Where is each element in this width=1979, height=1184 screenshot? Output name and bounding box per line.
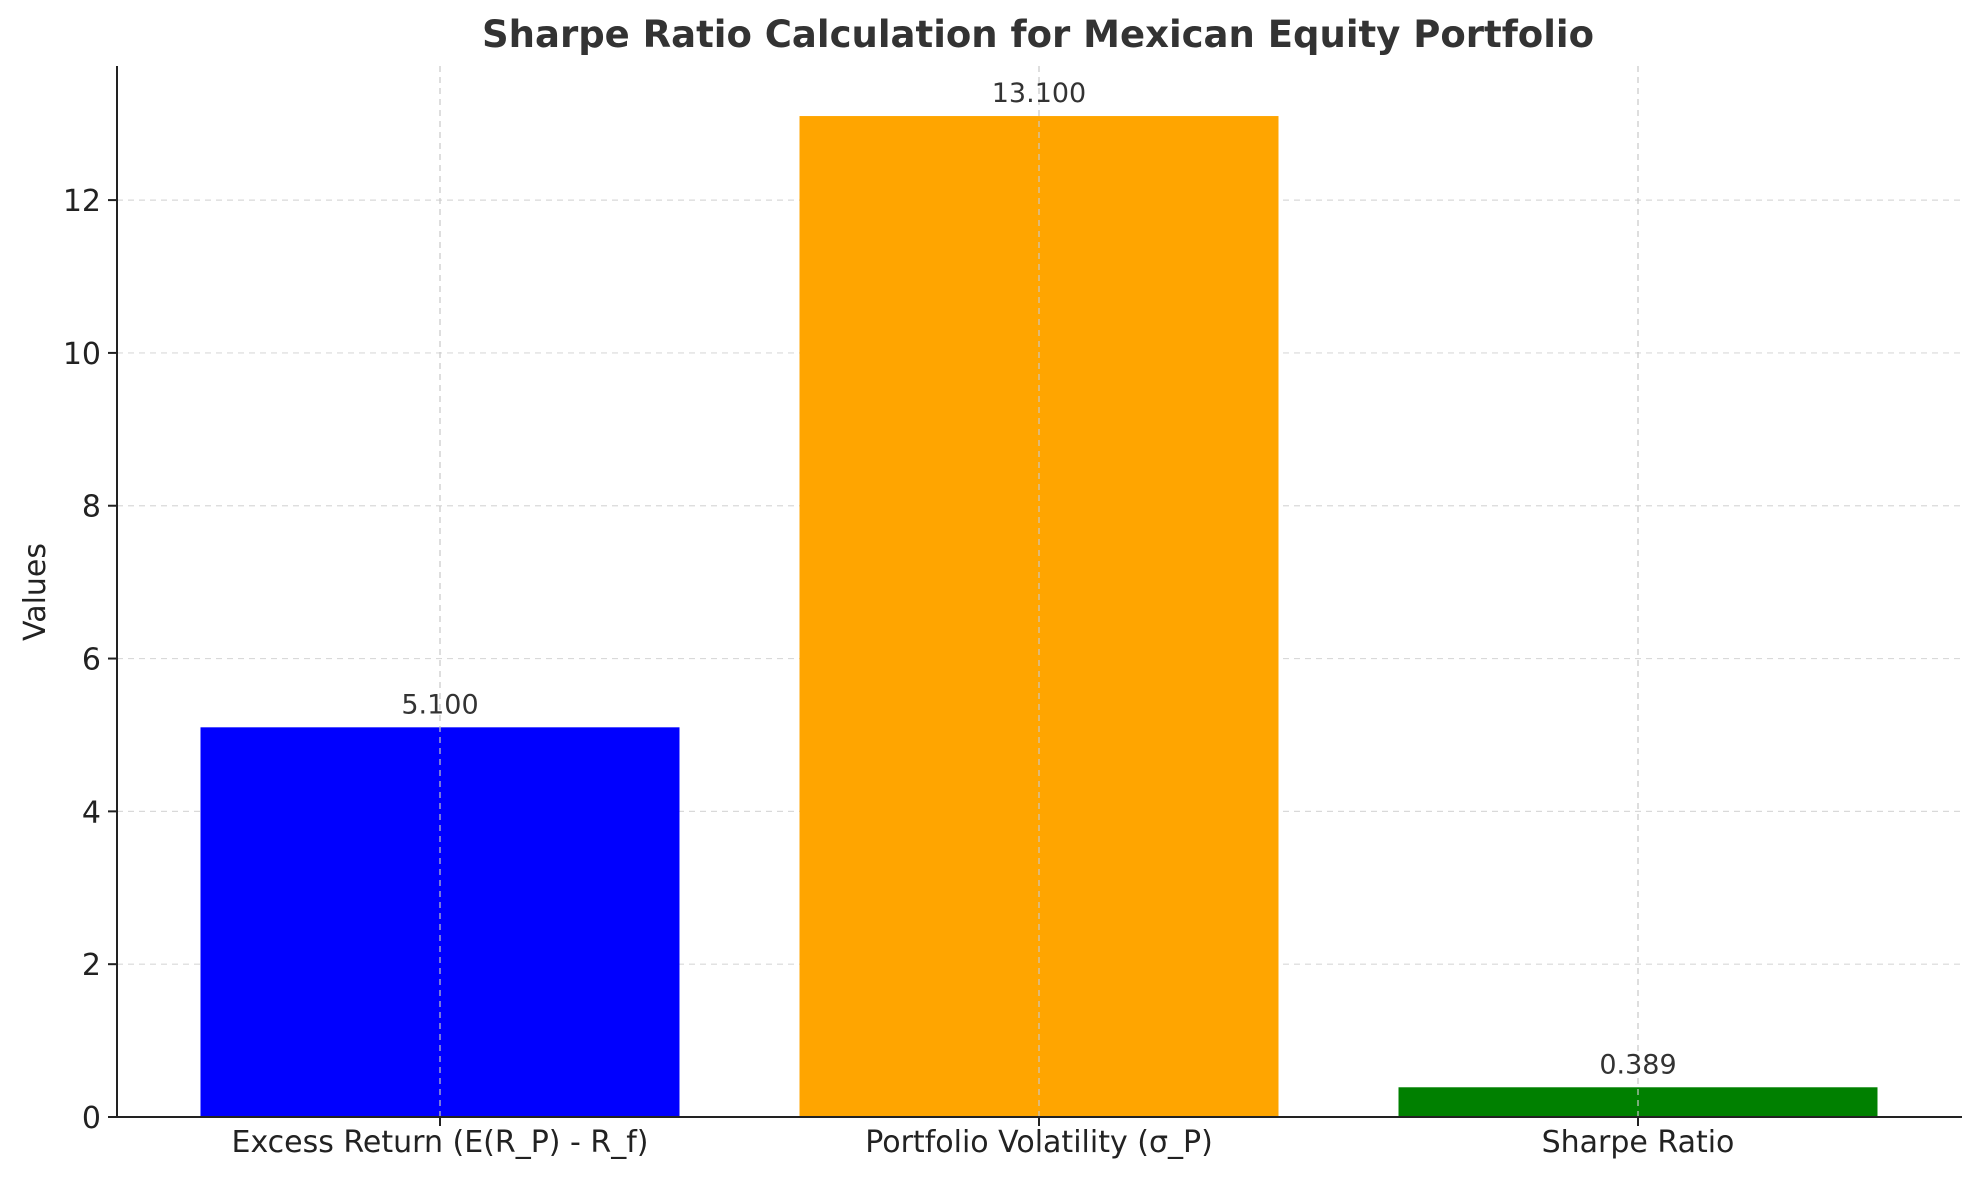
- y-tick-label: 4: [82, 795, 101, 830]
- y-tick-label: 6: [82, 643, 101, 678]
- bar-value-label: 0.389: [1599, 1049, 1676, 1080]
- x-tick-label: Sharpe Ratio: [1542, 1125, 1735, 1160]
- x-tick-label: Portfolio Volatility (σ_P): [865, 1125, 1213, 1160]
- y-axis-label: Values: [18, 543, 53, 641]
- value-labels-layer: 5.100 13.100 0.389: [401, 78, 1676, 1080]
- y-tick-label: 12: [63, 184, 101, 219]
- bar-value-label: 5.100: [401, 689, 478, 720]
- chart-title: Sharpe Ratio Calculation for Mexican Equ…: [482, 13, 1594, 56]
- bar-value-label: 13.100: [992, 78, 1086, 109]
- x-ticks-layer: Excess Return (E(R_P) - R_f) Portfolio Vo…: [231, 1117, 1734, 1160]
- y-ticks-layer: 0 2 4 6 8 10 12: [63, 184, 117, 1136]
- y-tick-label: 10: [63, 337, 101, 372]
- y-tick-label: 8: [82, 490, 101, 525]
- x-tick-label: Excess Return (E(R_P) - R_f): [231, 1125, 648, 1160]
- y-tick-label: 0: [82, 1101, 101, 1136]
- y-tick-label: 2: [82, 948, 101, 983]
